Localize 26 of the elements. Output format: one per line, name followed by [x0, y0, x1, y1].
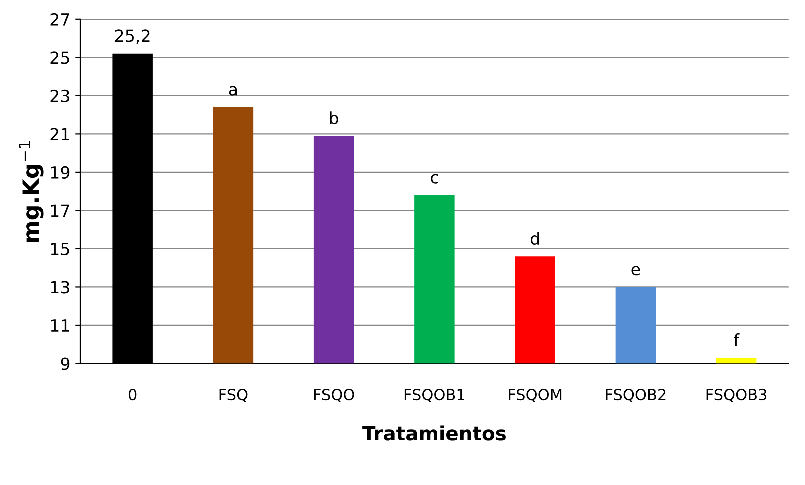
- x-tick-label: FSQO: [314, 389, 354, 402]
- x-tick-label: FSQ: [220, 389, 248, 402]
- y-axis-title: mg.Kg$^{−1}$: [19, 141, 44, 242]
- y-tick-label: 15: [51, 243, 70, 256]
- x-tick-label: FSQOB2: [606, 389, 666, 402]
- x-tick-label: FSQOB1: [404, 389, 465, 402]
- data-label: e: [632, 266, 640, 276]
- data-label: f: [734, 334, 740, 346]
- y-tick-label: 9: [61, 358, 70, 370]
- y-tick-label: 25: [50, 52, 70, 64]
- y-tick-label: 17: [51, 204, 70, 218]
- data-label: c: [431, 174, 438, 184]
- data-label: a: [229, 86, 238, 96]
- data-label: d: [530, 232, 540, 246]
- y-tick-label: 23: [50, 90, 70, 102]
- x-axis-title: Tratamientos: [362, 426, 506, 441]
- y-tick-label: 27: [50, 13, 70, 26]
- x-tick-label: FSQOM: [509, 389, 562, 402]
- x-tick-label: 0: [128, 389, 137, 401]
- x-tick-label: FSQOB3: [706, 389, 767, 402]
- y-tick-label: 19: [51, 166, 70, 180]
- y-tick-label: 13: [51, 281, 70, 294]
- y-tick-label: 11: [51, 320, 70, 332]
- data-label: 25,2: [115, 30, 150, 44]
- y-tick-label: 21: [50, 128, 70, 141]
- data-label: b: [330, 112, 338, 125]
